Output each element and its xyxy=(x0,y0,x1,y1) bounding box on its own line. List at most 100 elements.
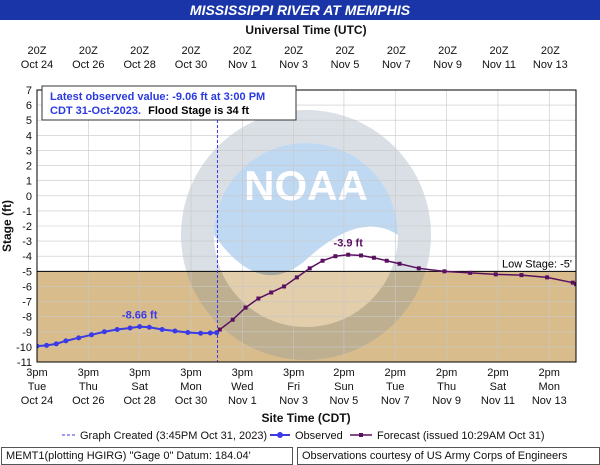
observed-point xyxy=(37,343,40,349)
observed-point xyxy=(146,324,152,330)
y-tick-label: -10 xyxy=(16,342,32,354)
noaa-logo-watermark: NOAA xyxy=(181,110,431,360)
x-tick-label: Nov 5 xyxy=(330,395,359,407)
top-tick-label: 20Z xyxy=(490,45,509,57)
forecast-point xyxy=(230,317,235,322)
top-tick-label: Oct 28 xyxy=(123,59,155,71)
x-tick-label: Fri xyxy=(287,381,300,393)
observed-point xyxy=(89,332,95,338)
x-tick-label: Oct 26 xyxy=(72,395,104,407)
top-tick-label: Nov 3 xyxy=(279,59,308,71)
grid-lines xyxy=(36,89,576,363)
observed-point xyxy=(137,324,143,330)
forecast-point xyxy=(570,280,575,285)
top-tick-label: Oct 30 xyxy=(175,59,207,71)
x-tick-label: Sat xyxy=(131,381,148,393)
x-tick-label: 2pm xyxy=(385,367,406,379)
x-tick-label: Oct 24 xyxy=(21,395,53,407)
y-tick-label: -4 xyxy=(22,251,32,263)
observed-point xyxy=(159,327,165,333)
forecast-points xyxy=(217,252,576,332)
x-tick-label: Nov 9 xyxy=(432,395,461,407)
y-tick-label: 6 xyxy=(26,100,32,112)
observed-points xyxy=(37,324,220,349)
top-tick-label: 20Z xyxy=(336,45,355,57)
forecast-point xyxy=(416,266,421,271)
x-tick-label: Tue xyxy=(28,381,47,393)
observed-peak-label: -8.66 ft xyxy=(122,310,158,322)
forecast-point xyxy=(346,252,351,257)
forecast-point xyxy=(468,270,473,275)
y-tick-label: -6 xyxy=(22,281,32,293)
latest-value-annotation: Latest observed value: -9.06 ft at 3:00 … xyxy=(41,85,297,121)
x-tick-label: Sun xyxy=(334,381,354,393)
observed-point xyxy=(127,325,133,331)
observed-point xyxy=(53,341,59,347)
x-tick-label: Nov 3 xyxy=(279,395,308,407)
top-tick-label: Nov 5 xyxy=(331,59,360,71)
top-tick-label: Nov 11 xyxy=(482,59,516,71)
top-tick-label: Nov 13 xyxy=(533,59,568,71)
x-tick-label: Mon xyxy=(539,381,560,393)
x-tick-label: Thu xyxy=(437,381,456,393)
y-tick-label: -5 xyxy=(22,266,32,278)
x-tick-label: 2pm xyxy=(487,367,508,379)
y-tick-label: -3 xyxy=(22,236,32,248)
forecast-point xyxy=(256,296,261,301)
x-tick-label: 3pm xyxy=(78,367,99,379)
x-tick-label: Oct 28 xyxy=(123,395,155,407)
y-tick-label: -7 xyxy=(22,297,32,309)
x-tick-label: 3pm xyxy=(283,367,304,379)
observed-point xyxy=(76,335,82,341)
forecast-point xyxy=(397,261,402,266)
observed-point xyxy=(172,328,178,334)
x-tick-label: 2pm xyxy=(436,367,457,379)
top-tick-label: 20Z xyxy=(28,45,47,57)
legend-forecast-marker xyxy=(359,433,363,437)
forecast-point xyxy=(243,305,248,310)
x-tick-label: 3pm xyxy=(26,367,47,379)
observed-point xyxy=(63,338,69,344)
forecast-point xyxy=(320,258,325,263)
top-tick-label: 20Z xyxy=(438,45,457,57)
y-axis-ticks: 7 6 5 4 3 2 1 0 -1 -2 -3 -4 -5 -6 -7 -8 -9 -10 -11 xyxy=(16,85,32,369)
forecast-point xyxy=(359,253,364,258)
legend-observed-label: Observed xyxy=(295,430,343,442)
x-tick-label: 2pm xyxy=(333,367,354,379)
forecast-point xyxy=(269,290,274,295)
forecast-point xyxy=(333,254,338,259)
top-tick-label: 20Z xyxy=(233,45,252,57)
y-tick-label: 0 xyxy=(26,191,32,203)
x-tick-label: Nov 1 xyxy=(228,395,257,407)
legend-created-label: Graph Created (3:45PM Oct 31, 2023) xyxy=(80,430,267,442)
noaa-logo-text: NOAA xyxy=(244,162,368,209)
annotation-line1: Latest observed value: -9.06 ft at 3:00 … xyxy=(50,91,265,103)
annotation-line2: CDT 31-Oct-2023. xyxy=(50,105,141,117)
legend-forecast-label: Forecast (issued 10:29AM Oct 31) xyxy=(377,430,545,442)
y-tick-label: -2 xyxy=(22,221,32,233)
x-tick-label: 2pm xyxy=(539,367,560,379)
forecast-point xyxy=(384,258,389,263)
forecast-point xyxy=(519,273,524,278)
y-tick-label: -8 xyxy=(22,312,32,324)
x-tick-label: Sat xyxy=(490,381,507,393)
forecast-point xyxy=(493,272,498,277)
forecast-point xyxy=(282,284,287,289)
forecast-point xyxy=(294,275,299,280)
x-tick-label: 3pm xyxy=(129,367,150,379)
y-tick-label: -1 xyxy=(22,206,32,218)
observed-point xyxy=(198,330,204,336)
annotation-line3: Flood Stage is 34 ft xyxy=(148,105,249,117)
observation-credit: Observations courtesy of US Army Corps o… xyxy=(297,447,600,465)
y-tick-label: 2 xyxy=(26,161,32,173)
x-tick-label: Nov 11 xyxy=(481,395,515,407)
low-stage-label: Low Stage: -5' xyxy=(502,258,572,270)
x-tick-label: Wed xyxy=(231,381,253,393)
x-tick-label: 3pm xyxy=(232,367,253,379)
observed-point xyxy=(207,330,213,336)
x-tick-label: Oct 30 xyxy=(175,395,207,407)
top-tick-label: 20Z xyxy=(130,45,149,57)
observed-point xyxy=(101,329,107,335)
legend: Graph Created (3:45PM Oct 31, 2023) Obse… xyxy=(62,430,545,442)
top-tick-label: 20Z xyxy=(541,45,560,57)
